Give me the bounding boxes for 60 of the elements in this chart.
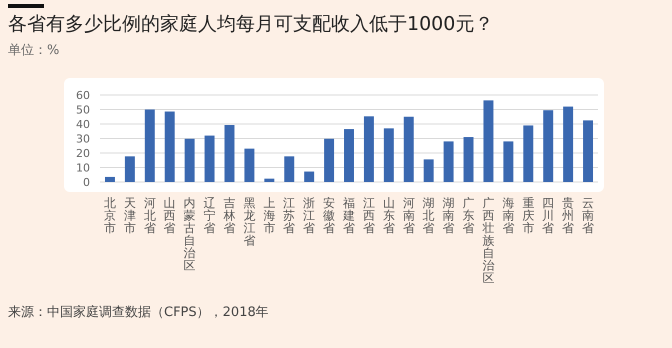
x-tick-label: 广西壮族自治区 (481, 196, 494, 285)
x-tick-label: 广东省 (462, 196, 475, 235)
y-tick-label: 50 (76, 104, 90, 116)
bar (424, 159, 434, 182)
x-tick-label: 江苏省 (283, 196, 296, 235)
x-tick-label: 山西省 (164, 196, 176, 235)
x-tick-label: 云南省 (582, 196, 594, 235)
x-tick-label: 上海市 (263, 196, 276, 235)
bar (483, 100, 494, 182)
bar (244, 148, 254, 182)
bar (144, 110, 155, 182)
x-tick-label: 河北省 (144, 196, 156, 235)
x-tick-label: 福建省 (342, 196, 355, 235)
x-tick-label: 湖北省 (422, 196, 435, 235)
bar (124, 156, 135, 182)
x-tick-label: 江西省 (362, 196, 375, 235)
x-tick-label: 内蒙古自治区 (184, 196, 196, 272)
bar (583, 120, 594, 182)
x-tick-label: 辽宁省 (204, 196, 216, 235)
bar (184, 138, 195, 182)
bar (563, 106, 574, 182)
bar (344, 129, 354, 182)
bar (543, 110, 554, 182)
y-tick-label: 20 (76, 147, 90, 160)
bar (304, 172, 314, 182)
x-tick-label: 山东省 (382, 196, 395, 235)
x-tick-label: 天津市 (124, 196, 136, 235)
bar (164, 112, 175, 182)
bar (523, 125, 534, 182)
y-tick-label: 40 (76, 118, 90, 131)
bar (384, 128, 394, 182)
x-tick-label: 重庆市 (522, 196, 534, 235)
bar (224, 125, 234, 182)
bar (444, 141, 454, 182)
x-tick-label: 湖南省 (442, 196, 455, 235)
y-tick-label: 10 (76, 162, 90, 174)
y-tick-label: 0 (83, 176, 90, 189)
y-tick-label: 30 (76, 132, 90, 146)
source-note: 来源：中国家庭调查数据（CFPS），2018年 (8, 304, 269, 320)
bar (104, 176, 115, 182)
x-tick-label: 北京市 (104, 196, 116, 235)
bar (204, 136, 215, 182)
x-tick-label: 安徽省 (323, 196, 336, 235)
x-tick-label: 河南省 (402, 196, 415, 235)
bar (464, 137, 474, 182)
bar (324, 138, 334, 182)
bar (264, 178, 274, 182)
chart-title: 各省有多少比例的家庭人均每月可支配收入低于1000元？ (8, 13, 494, 35)
x-tick-label: 黑龙江省 (243, 196, 256, 248)
bar (284, 156, 294, 182)
x-tick-label: 贵州省 (562, 196, 574, 235)
chart-subtitle: 单位：% (8, 43, 60, 58)
x-tick-label: 吉林省 (222, 196, 236, 235)
bar (364, 116, 374, 182)
bar (404, 116, 414, 182)
bar (503, 141, 514, 182)
y-tick-label: 60 (76, 89, 90, 102)
x-tick-label: 海南省 (502, 196, 514, 235)
x-tick-label: 浙江省 (303, 196, 316, 235)
x-tick-label: 四川省 (542, 196, 554, 235)
